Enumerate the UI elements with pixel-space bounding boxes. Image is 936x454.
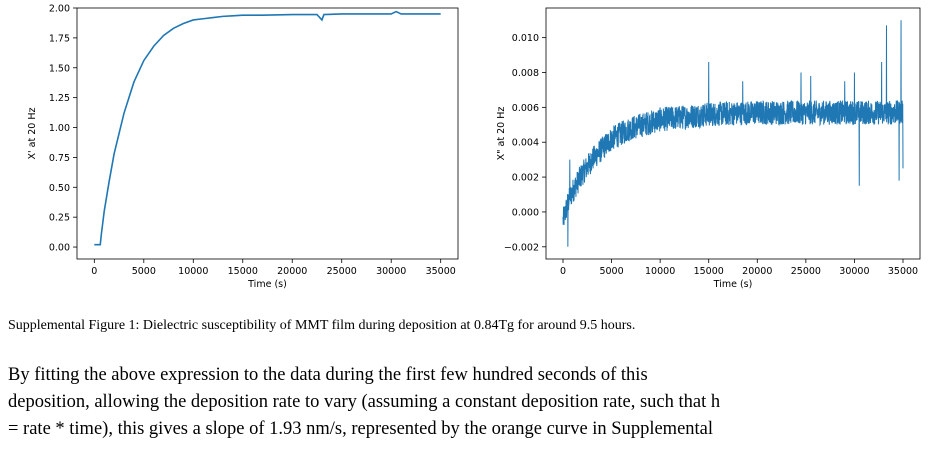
y-tick-label: 1.00 xyxy=(49,123,70,134)
body-line: deposition, allowing the deposition rate… xyxy=(8,392,721,412)
right-chart: 0 5000 10000 15000 20000 25000 30000 35000 −0.00… xyxy=(496,7,921,290)
x-axis-label: Time (s) xyxy=(713,279,753,290)
y-tick-label: 2.00 xyxy=(49,4,70,15)
y-tick-label: 1.25 xyxy=(49,93,70,104)
x-tick-label: 5000 xyxy=(599,266,623,277)
y-tick-label: −0.002 xyxy=(504,242,539,253)
y-tick-label: 0.004 xyxy=(512,138,539,149)
x-axis-label: Time (s) xyxy=(247,279,287,290)
y-tick-label: 0.010 xyxy=(512,33,539,44)
figure-caption: Supplemental Figure 1: Dielectric suscep… xyxy=(8,318,636,333)
body-line: = rate * time), this gives a slope of 1.… xyxy=(8,419,714,439)
body-line: By fitting the above expression to the d… xyxy=(8,365,648,385)
x-tick-label: 5000 xyxy=(132,266,156,277)
x-tick-label: 25000 xyxy=(327,266,357,277)
y-tick-label: 0.50 xyxy=(49,183,70,194)
x-tick-label: 30000 xyxy=(376,266,406,277)
x-tick-label: 35000 xyxy=(888,266,918,277)
data-series-line xyxy=(562,20,904,247)
data-series-line xyxy=(94,10,441,246)
x-tick-label: 20000 xyxy=(742,266,772,277)
x-tick-label: 15000 xyxy=(694,266,724,277)
left-chart: 0 5000 10000 15000 20000 25000 30000 35000 0.00 0… xyxy=(27,4,459,290)
y-tick-label: 0.00 xyxy=(49,243,70,254)
y-tick-label: 0.000 xyxy=(512,207,539,218)
y-tick-label: 0.008 xyxy=(512,68,539,79)
x-tick-label: 20000 xyxy=(277,266,307,277)
y-tick-label: 1.50 xyxy=(49,63,70,74)
x-tick-label: 10000 xyxy=(178,266,208,277)
plot-frame xyxy=(76,7,459,260)
y-axis-label: X" at 20 Hz xyxy=(496,107,507,161)
x-tick-label: 35000 xyxy=(426,266,456,277)
x-tick-label: 15000 xyxy=(228,266,258,277)
y-tick-label: 1.75 xyxy=(49,33,70,44)
y-axis-label: X' at 20 Hz xyxy=(27,108,38,160)
y-tick-label: 0.006 xyxy=(512,103,539,114)
x-tick-label: 0 xyxy=(560,266,566,277)
x-tick-label: 10000 xyxy=(645,266,675,277)
x-tick-label: 30000 xyxy=(839,266,869,277)
y-tick-label: 0.75 xyxy=(49,153,70,164)
x-tick-label: 25000 xyxy=(791,266,821,277)
plot-frame xyxy=(545,7,921,260)
x-tick-label: 0 xyxy=(91,266,97,277)
y-tick-label: 0.002 xyxy=(512,173,539,184)
body-paragraph: By fitting the above expression to the d… xyxy=(8,362,936,443)
y-tick-label: 0.25 xyxy=(49,213,70,224)
